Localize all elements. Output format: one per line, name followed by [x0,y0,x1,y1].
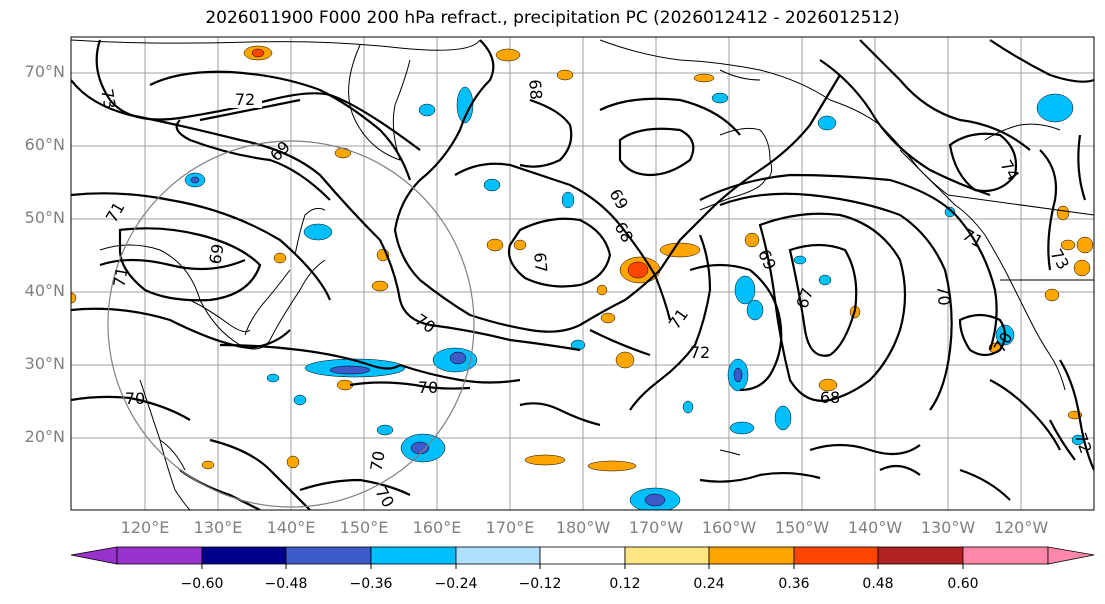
lon-label: 170°E [485,518,535,537]
colorbar-label: 0.36 [778,576,810,592]
lon-label: 120°E [120,518,170,537]
colorbar-segment [116,546,203,565]
contour-label: 71 [665,305,692,333]
contour-label: 70 [418,378,438,397]
lon-label: 130°W [920,518,976,537]
lon-label: 180°W [555,518,611,537]
lat-label: 20°N [24,427,65,446]
colorbar-segment [539,546,626,565]
colorbar-label: −0.48 [264,576,308,592]
lat-label: 60°N [24,135,65,154]
contour-label: 68 [525,79,546,101]
refractivity-contours [71,39,1094,510]
lon-label: 140°E [266,518,316,537]
colorbar-segment [793,546,879,565]
lat-label: 50°N [24,208,65,227]
lon-label: 150°W [774,518,830,537]
colorbar-label: −0.60 [180,576,224,592]
colorbar-segment [370,546,457,565]
contour-label: 70 [125,389,145,408]
colorbar-label: −0.12 [518,576,562,592]
contour-label: 70 [933,285,954,307]
lat-label: 40°N [24,281,65,300]
contour-label: 67 [530,252,551,274]
contour-label-layer: 72 73 68 69 71 69 71 67 70 69 68 69 71 7… [97,79,1095,511]
colorbar-label: 0.48 [862,576,894,592]
colorbar-label: 0.12 [609,576,641,592]
colorbar-segment [708,546,795,565]
colorbar-segment [877,546,964,565]
contour-label: 71 [102,199,129,226]
colorbar-label: −0.24 [434,576,478,592]
contour-label: 69 [205,242,227,265]
colorbar-segment [285,546,372,565]
map-title: 2026011900 F000 200 hPa refract., precip… [205,8,900,28]
lon-label: 160°W [701,518,757,537]
colorbar-label: −0.36 [349,576,393,592]
lon-label: 130°E [193,518,243,537]
contour-label: 68 [820,388,840,407]
colorbar-segment [624,546,710,565]
colorbar-segment [201,546,287,565]
contour-label: 69 [754,246,780,272]
map-frame [70,36,1095,511]
colorbar-segment [962,546,1049,565]
colorbar-extend-low [70,546,118,565]
precip-anomaly-shading [71,45,1094,510]
colorbar-label: 0.24 [693,576,725,592]
lon-label: 140°W [847,518,903,537]
contour-label: 70 [366,449,388,472]
contour-label: 67 [792,285,817,311]
range-circle [107,140,475,508]
contour-label: 73 [97,87,119,110]
colorbar-segment [455,546,541,565]
graticule [71,37,1094,510]
colorbar-ticks [201,564,964,569]
contour-label: 71 [109,265,131,288]
contour-label: 69 [605,186,632,213]
contour-label: 74 [996,157,1023,184]
contour-label: 72 [690,343,710,362]
contour-label: 72 [1071,430,1096,456]
lon-label: 120°W [993,518,1049,537]
lon-label: 170°W [628,518,684,537]
colorbar-extend-high [1047,546,1095,565]
contour-label: 72 [235,90,255,109]
lat-label: 30°N [24,354,65,373]
contour-label: 70 [411,310,439,337]
contour-label: 71 [959,225,986,252]
lon-label: 160°E [412,518,462,537]
colorbar-label: 0.60 [947,576,979,592]
lat-label: 70°N [24,62,65,81]
colorbar [70,546,1095,565]
lon-label: 150°E [339,518,389,537]
